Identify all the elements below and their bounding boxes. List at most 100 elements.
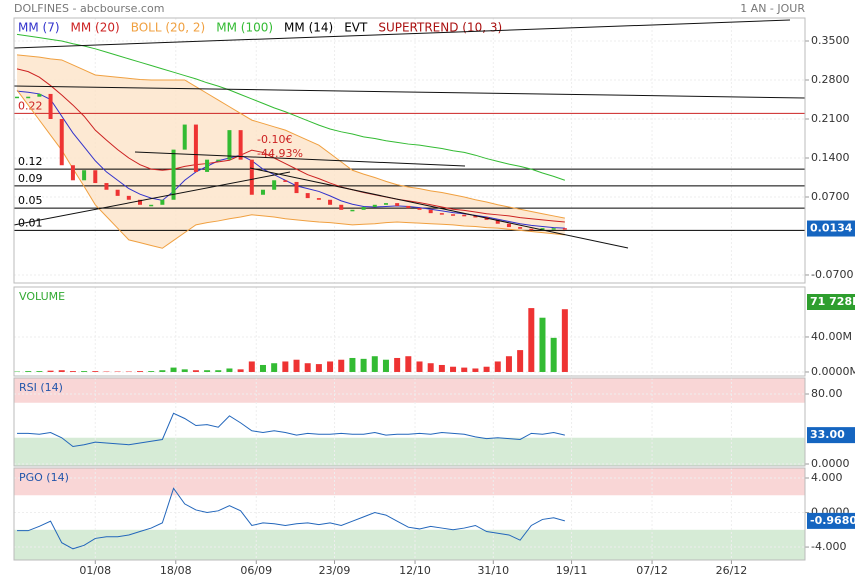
indicator-line xyxy=(17,412,565,448)
candle xyxy=(451,214,456,216)
zone-band xyxy=(14,468,805,496)
candle xyxy=(70,165,75,181)
volume-bar xyxy=(159,370,166,372)
candle xyxy=(361,207,366,210)
level-label: 0.09 xyxy=(18,172,43,185)
candle xyxy=(529,228,534,231)
candle xyxy=(439,213,444,215)
volume-bar xyxy=(528,308,535,372)
candle xyxy=(260,189,265,195)
candle xyxy=(238,130,243,160)
volume-bar xyxy=(181,369,188,372)
candle xyxy=(126,195,131,200)
volume-bar xyxy=(327,361,334,372)
volume-bar xyxy=(405,356,412,372)
volume-bar xyxy=(539,317,546,372)
legend-entry: MM (14) xyxy=(284,21,333,35)
candle xyxy=(272,180,277,190)
candle xyxy=(216,159,221,162)
candle xyxy=(182,124,187,150)
volume-bar xyxy=(483,366,490,372)
x-tick-label: 06/09 xyxy=(240,564,272,577)
y-tick-label: -4.000 xyxy=(811,540,846,553)
y-tick-label: 0.0700 xyxy=(811,190,850,203)
x-tick-label: 12/10 xyxy=(399,564,431,577)
volume-bar xyxy=(338,359,345,372)
panel-title: VOLUME xyxy=(19,290,65,303)
candle xyxy=(227,130,232,160)
volume-bar xyxy=(438,364,445,372)
pgo-frame xyxy=(13,467,806,561)
candle xyxy=(283,180,288,182)
y-tick-label: 4.000 xyxy=(811,471,843,484)
volume-bar xyxy=(204,370,211,372)
indicator-line xyxy=(16,54,565,219)
last-value-label: 33.00 xyxy=(810,428,845,441)
candle xyxy=(428,209,433,214)
candle xyxy=(149,204,154,207)
volume-bar xyxy=(315,364,322,372)
candle xyxy=(383,203,388,205)
volume-bar xyxy=(561,309,568,372)
volume-bar xyxy=(416,361,423,372)
candle xyxy=(59,118,64,166)
volume-bar xyxy=(293,359,300,372)
candle xyxy=(305,193,310,199)
backgrounds xyxy=(14,18,805,560)
candle xyxy=(540,228,545,230)
candle xyxy=(417,208,422,210)
candle xyxy=(15,96,20,99)
candle xyxy=(462,214,467,217)
candle xyxy=(249,159,254,195)
last-value-tag xyxy=(807,427,855,444)
y-tick-label: 0.1400 xyxy=(811,151,850,164)
candle xyxy=(115,189,120,196)
period-label: 1 AN - JOUR xyxy=(740,2,805,15)
level-label: 0.05 xyxy=(18,194,43,207)
candle xyxy=(37,93,42,97)
volume-bar xyxy=(382,359,389,372)
annotation: -44.93% xyxy=(257,147,303,160)
rsi-frame xyxy=(13,377,806,467)
y-tick-label: 40.00M xyxy=(811,330,852,343)
candle xyxy=(473,215,478,218)
legend-entry: BOLL (20, 2) xyxy=(131,21,206,35)
volume-bar xyxy=(271,363,278,372)
volume-bar xyxy=(92,371,99,372)
candle xyxy=(395,203,400,206)
volume-bar xyxy=(349,357,356,372)
volume-bar xyxy=(472,368,479,372)
volume-bar xyxy=(137,371,144,372)
candle xyxy=(339,204,344,210)
volume-bar xyxy=(494,361,501,372)
volume-bar xyxy=(550,337,557,372)
volume-bar xyxy=(25,371,32,372)
volume-bar xyxy=(81,371,88,372)
bollinger-fill xyxy=(17,54,565,249)
trend-line xyxy=(249,167,629,249)
volume-bar xyxy=(259,364,266,372)
volume-bar xyxy=(450,366,457,372)
trend-lines xyxy=(13,19,806,249)
y-tick-label: 0.0000 xyxy=(811,457,850,470)
volume-bar xyxy=(36,371,43,372)
panel-title: PGO (14) xyxy=(19,471,69,484)
zone-band xyxy=(14,529,805,560)
candle xyxy=(93,170,98,184)
legend-entry: EVT xyxy=(344,21,368,35)
indicator-line xyxy=(16,89,565,249)
legend-entry: MM (7) xyxy=(18,21,60,35)
x-tick-label: 19/11 xyxy=(556,564,588,577)
y-tick-label: 0.3500 xyxy=(811,34,850,47)
volume-bar xyxy=(360,358,367,372)
y-tick-label: -0.0700 xyxy=(811,268,853,281)
candle xyxy=(316,198,321,200)
candle xyxy=(138,199,143,205)
trend-line xyxy=(13,171,291,226)
candle xyxy=(506,223,511,228)
candle xyxy=(372,204,377,208)
trend-line xyxy=(134,151,466,167)
x-tick-label: 31/10 xyxy=(477,564,509,577)
last-value-tag xyxy=(807,512,855,529)
